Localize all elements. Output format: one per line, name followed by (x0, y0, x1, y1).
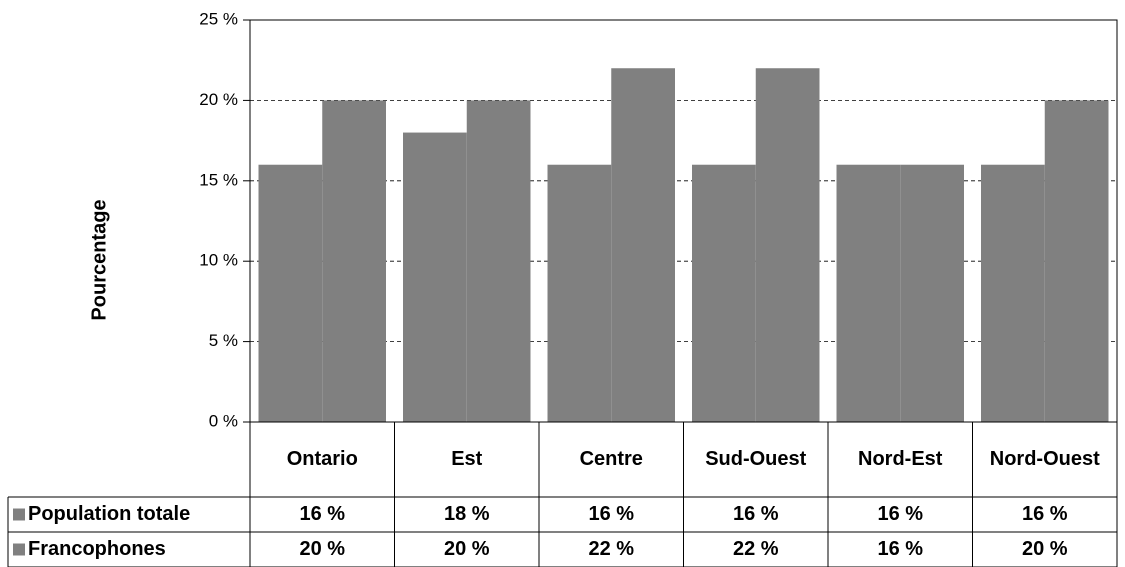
y-axis-label: Pourcentage (88, 199, 110, 320)
data-label: 16 % (1022, 503, 1068, 525)
bar (692, 164, 756, 422)
data-label: 22 % (588, 538, 634, 560)
x-tick-label: Nord-Est (858, 448, 943, 470)
y-tick-label: 0 % (209, 411, 238, 430)
data-label: 22 % (733, 538, 779, 560)
bar (611, 68, 675, 423)
data-label: 16 % (877, 503, 923, 525)
bar (322, 100, 386, 423)
y-tick-label: 25 % (199, 9, 238, 28)
data-label: 20 % (299, 538, 345, 560)
data-label: 20 % (444, 538, 490, 560)
bar (836, 164, 901, 422)
data-label: 16 % (299, 503, 345, 525)
x-tick-label: Est (451, 448, 482, 470)
x-tick-label: Centre (580, 448, 643, 470)
data-label: 18 % (444, 503, 490, 525)
legend-label: Population totale (28, 503, 190, 525)
bar (981, 164, 1045, 422)
data-label: 16 % (733, 503, 779, 525)
y-tick-label: 5 % (209, 331, 238, 350)
x-tick-label: Ontario (287, 448, 358, 470)
legend-key (13, 508, 25, 521)
bar (466, 100, 531, 423)
data-label: 16 % (588, 503, 634, 525)
bar (403, 132, 467, 422)
y-tick-label: 15 % (199, 170, 238, 189)
legend-key (13, 543, 25, 556)
data-label: 16 % (877, 538, 923, 560)
x-tick-label: Sud-Ouest (705, 448, 806, 470)
bar (547, 164, 612, 422)
y-tick-label: 10 % (199, 251, 238, 270)
data-label: 20 % (1022, 538, 1068, 560)
x-tick-label: Nord-Ouest (990, 448, 1100, 470)
legend-label: Francophones (28, 538, 166, 560)
bar (1044, 100, 1109, 423)
bar (258, 164, 323, 422)
bar (755, 68, 820, 423)
bar (900, 164, 964, 422)
y-tick-label: 20 % (199, 90, 238, 109)
